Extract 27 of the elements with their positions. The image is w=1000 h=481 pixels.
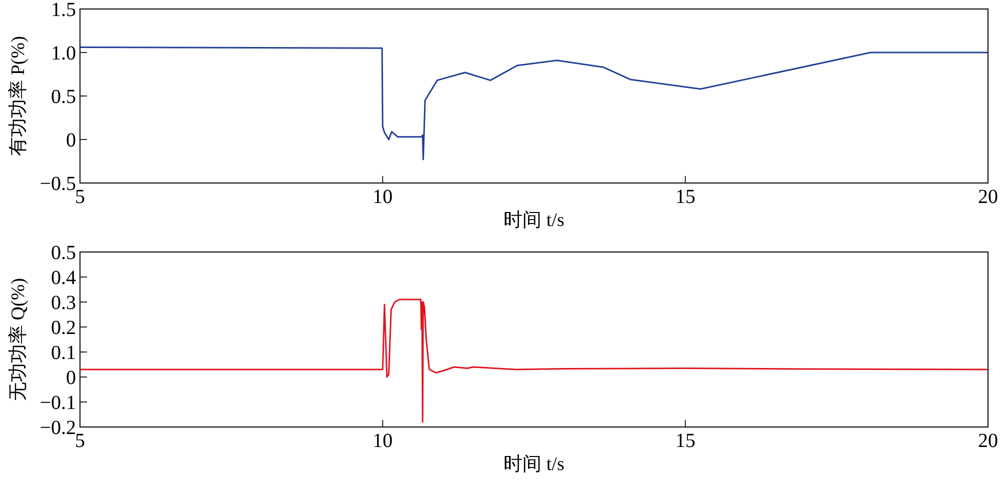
y-tick-label: −0.2 xyxy=(40,417,76,439)
line-series xyxy=(79,298,989,423)
y-axis-title: 无功功率 Q(%) xyxy=(7,278,29,401)
x-tick-label: 5 xyxy=(75,430,85,452)
y-tick-label: 0.1 xyxy=(51,342,76,364)
y-tick-label: 0.5 xyxy=(51,86,76,108)
x-tick-label: 20 xyxy=(978,430,998,452)
x-tick-label: 15 xyxy=(675,430,696,452)
x-tick-label: 5 xyxy=(75,186,85,208)
x-axis-title: 时间 t/s xyxy=(504,210,564,231)
y-tick-label: 0 xyxy=(66,367,76,389)
x-tick-label: 15 xyxy=(675,186,696,208)
y-axis-title: 有功功率 P(%) xyxy=(7,36,29,156)
line-series xyxy=(79,46,989,160)
y-tick-label: 0.2 xyxy=(51,317,76,339)
y-tick-label: 0.3 xyxy=(51,292,76,314)
x-axis-title: 时间 t/s xyxy=(504,454,564,475)
y-tick-label: −0.1 xyxy=(40,392,76,414)
y-tick-label: 0.5 xyxy=(51,242,76,264)
y-tick-label: 1.5 xyxy=(51,0,76,21)
y-tick-label: 0.4 xyxy=(51,267,76,289)
y-tick-label: 0 xyxy=(66,130,76,152)
x-tick-label: 10 xyxy=(372,430,393,452)
x-tick-label: 20 xyxy=(978,186,998,208)
y-tick-label: −0.5 xyxy=(40,173,76,195)
x-tick-label: 10 xyxy=(372,186,393,208)
y-tick-label: 1.0 xyxy=(51,42,76,64)
